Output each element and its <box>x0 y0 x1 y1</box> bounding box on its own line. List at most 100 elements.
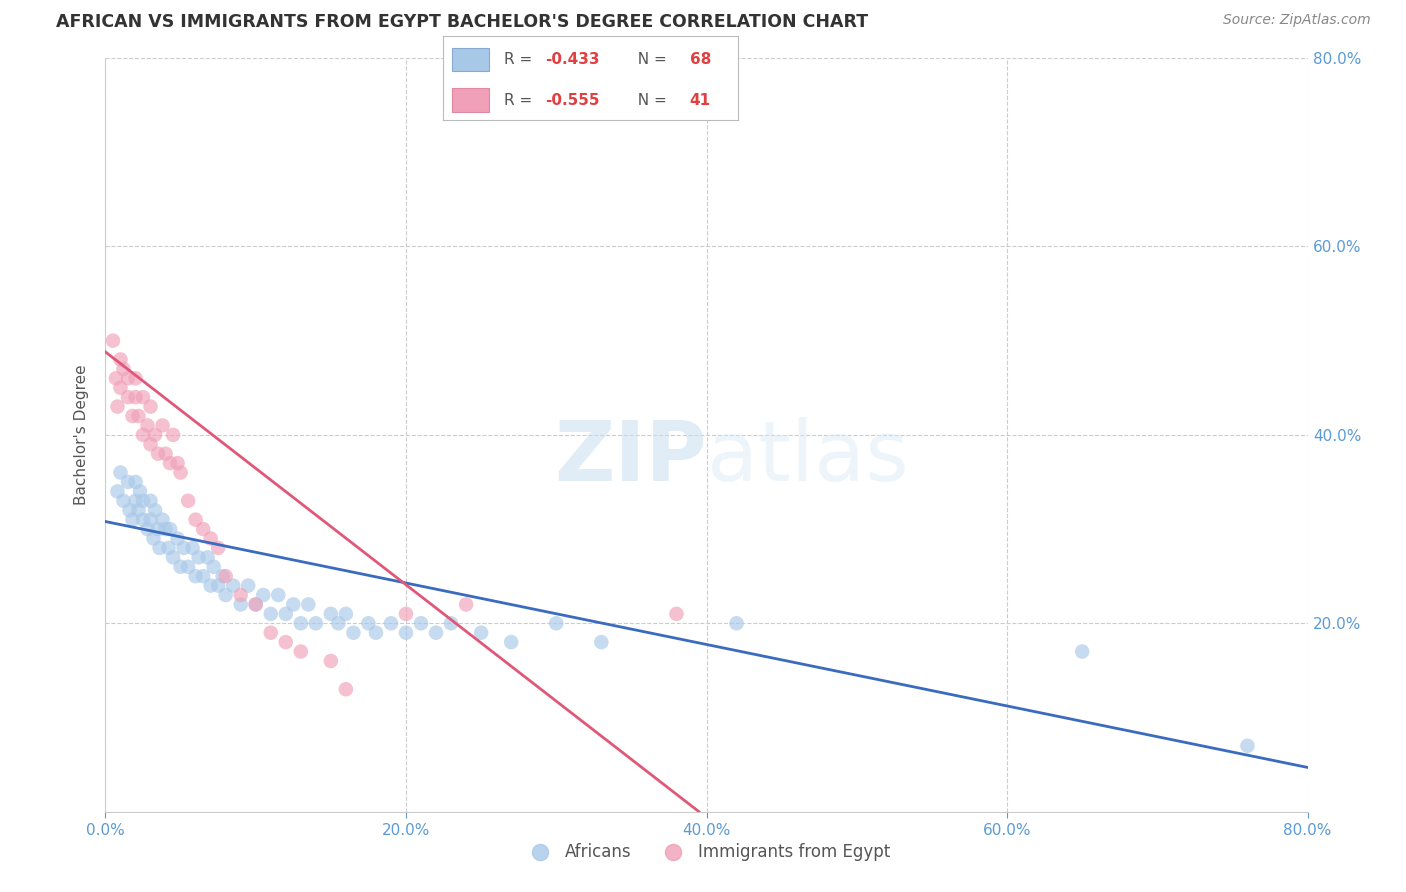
Point <box>229 588 252 602</box>
Point <box>245 598 267 612</box>
Point <box>139 437 162 451</box>
Point <box>124 371 146 385</box>
Text: ZIP: ZIP <box>554 417 707 498</box>
Text: R =: R = <box>503 52 537 67</box>
Point <box>177 559 200 574</box>
Point <box>200 579 222 593</box>
Point <box>112 362 135 376</box>
Text: atlas: atlas <box>707 417 908 498</box>
Point <box>283 598 305 612</box>
Point <box>214 588 236 602</box>
Point <box>166 456 188 470</box>
Point <box>155 522 177 536</box>
Point <box>200 532 222 546</box>
Text: N =: N = <box>627 93 671 108</box>
Point <box>252 588 274 602</box>
Point <box>181 541 204 555</box>
Bar <box>451 88 489 112</box>
Point <box>136 418 159 433</box>
Point <box>591 635 613 649</box>
Point <box>725 616 748 631</box>
Point <box>238 579 260 593</box>
Point <box>380 616 402 631</box>
Point <box>364 625 387 640</box>
Point <box>124 475 146 489</box>
Point <box>139 493 162 508</box>
Point <box>319 607 342 621</box>
Point <box>162 550 184 565</box>
Point <box>274 607 297 621</box>
Legend: Africans, Immigrants from Egypt: Africans, Immigrants from Egypt <box>516 836 897 867</box>
Point <box>152 418 174 433</box>
Point <box>117 371 139 385</box>
Point <box>110 381 132 395</box>
Point <box>143 428 166 442</box>
Text: N =: N = <box>627 52 671 67</box>
Point <box>110 466 132 480</box>
Point <box>260 625 283 640</box>
Point <box>357 616 380 631</box>
Point <box>143 503 166 517</box>
Point <box>470 625 492 640</box>
Point <box>425 625 447 640</box>
Point <box>290 644 312 658</box>
Point <box>207 541 229 555</box>
Point <box>1236 739 1258 753</box>
Point <box>274 635 297 649</box>
Point <box>297 598 319 612</box>
Text: 68: 68 <box>690 52 711 67</box>
Point <box>124 390 146 404</box>
Text: 41: 41 <box>690 93 711 108</box>
Point <box>173 541 195 555</box>
Point <box>146 447 169 461</box>
Point <box>328 616 350 631</box>
Point <box>128 503 150 517</box>
Bar <box>451 47 489 71</box>
Point <box>117 475 139 489</box>
Point <box>146 522 169 536</box>
Point <box>207 579 229 593</box>
Point <box>104 371 127 385</box>
Point <box>132 513 155 527</box>
Point <box>187 550 209 565</box>
Y-axis label: Bachelor's Degree: Bachelor's Degree <box>75 365 90 505</box>
Point <box>409 616 432 631</box>
Point <box>121 513 143 527</box>
Point <box>202 559 225 574</box>
Point <box>101 334 124 348</box>
Point <box>129 484 152 499</box>
Point <box>395 607 418 621</box>
Point <box>342 625 364 640</box>
Point <box>211 569 233 583</box>
Point <box>132 428 155 442</box>
Point <box>335 607 357 621</box>
Point <box>222 579 245 593</box>
Point <box>335 682 357 697</box>
Point <box>197 550 219 565</box>
Point <box>665 607 688 621</box>
Point <box>124 493 146 508</box>
Point <box>191 522 214 536</box>
Point <box>136 522 159 536</box>
Point <box>1071 644 1094 658</box>
Point <box>395 625 418 640</box>
Point <box>112 493 135 508</box>
Text: -0.433: -0.433 <box>546 52 599 67</box>
Point <box>157 541 180 555</box>
Point <box>121 409 143 423</box>
Point <box>139 513 162 527</box>
Point <box>290 616 312 631</box>
Point <box>305 616 328 631</box>
Point <box>142 532 165 546</box>
Point <box>155 447 177 461</box>
Text: R =: R = <box>503 93 537 108</box>
Point <box>139 400 162 414</box>
Point <box>260 607 283 621</box>
Point <box>110 352 132 367</box>
Text: AFRICAN VS IMMIGRANTS FROM EGYPT BACHELOR'S DEGREE CORRELATION CHART: AFRICAN VS IMMIGRANTS FROM EGYPT BACHELO… <box>56 13 869 31</box>
Point <box>214 569 236 583</box>
Point <box>440 616 463 631</box>
Point <box>169 559 191 574</box>
Point <box>267 588 290 602</box>
Point <box>118 503 141 517</box>
